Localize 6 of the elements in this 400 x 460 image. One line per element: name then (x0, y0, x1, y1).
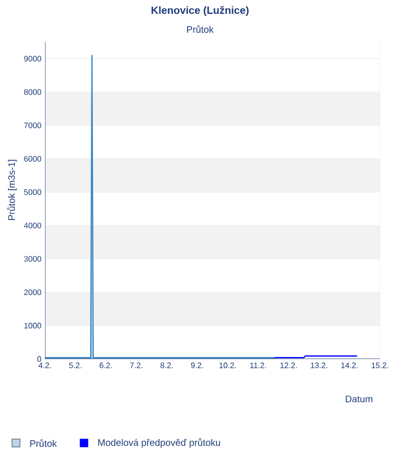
legend-label: Modelová předpověď průtoku (98, 438, 220, 448)
y-axis-title: Průtok [m3s-1] (7, 160, 17, 220)
chart-title: Klenovice (Lužnice) (152, 6, 249, 16)
legend-label: Průtok (30, 439, 57, 447)
x-axis-title: Datum (346, 396, 372, 402)
chart-subtitle: Průtok (187, 25, 214, 33)
